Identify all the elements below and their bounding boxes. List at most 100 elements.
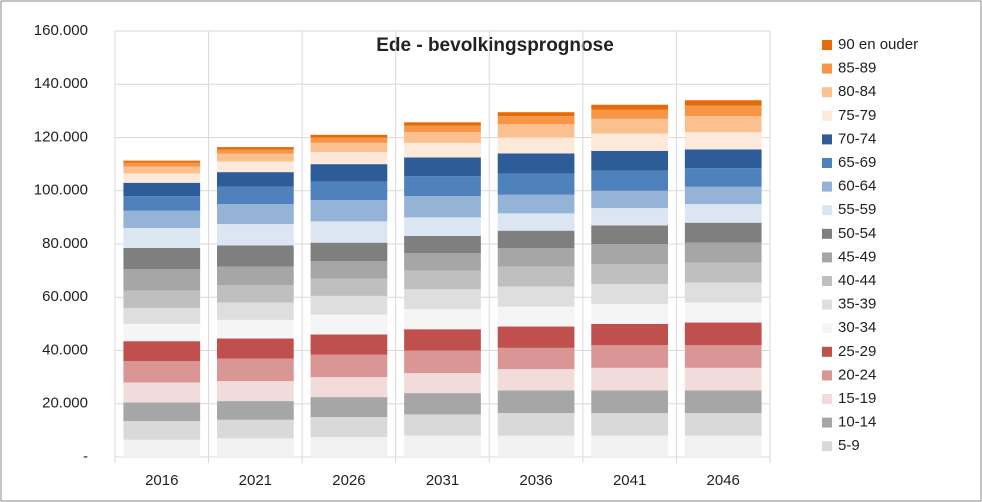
bar-segment <box>684 204 762 223</box>
bar-segment <box>310 142 388 153</box>
legend-label: 60-64 <box>838 178 876 195</box>
bar-segment <box>684 413 762 436</box>
bar-segment <box>684 302 762 323</box>
x-tick-label: 2021 <box>239 472 272 489</box>
legend-swatch <box>822 394 832 404</box>
bar-segment <box>591 323 669 346</box>
bar-segment <box>310 417 388 438</box>
legend-label: 55-59 <box>838 201 876 218</box>
y-tick-label: 20.000 <box>42 395 88 412</box>
bar-segment <box>591 150 669 171</box>
bar-segment <box>123 341 201 362</box>
bar-segment <box>684 222 762 243</box>
bar-segment <box>216 302 294 320</box>
bar-segment <box>591 435 669 457</box>
bar-segment <box>216 358 294 382</box>
bar-segment <box>404 125 481 133</box>
y-tick-label: 160.000 <box>34 22 88 39</box>
y-tick-label: 40.000 <box>42 341 88 358</box>
legend-label: 90 en ouder <box>838 36 918 53</box>
bar-segment <box>684 132 762 150</box>
bar-segment <box>216 186 294 205</box>
bar-segment <box>123 290 201 308</box>
legend-swatch <box>822 417 832 428</box>
bar-segment <box>123 402 201 422</box>
bar-segment <box>216 438 294 457</box>
bar-segment <box>591 225 669 244</box>
legend-swatch <box>822 370 832 381</box>
bar-segment <box>123 166 201 174</box>
legend-label: 5-9 <box>838 437 860 454</box>
legend-label: 70-74 <box>838 130 876 147</box>
bar-segment <box>497 306 575 327</box>
bar-segment <box>404 253 481 271</box>
bar-segment <box>684 186 762 205</box>
legend-swatch <box>822 346 832 357</box>
bar-segment <box>123 196 201 211</box>
bar-segment <box>216 149 294 154</box>
bar-segment <box>216 147 294 150</box>
bar-segment <box>123 323 201 342</box>
bar-segment <box>404 393 481 415</box>
legend-label: 85-89 <box>838 60 876 77</box>
bar-segment <box>216 401 294 420</box>
y-tick-label: - <box>83 448 88 465</box>
bar-segment <box>497 153 575 174</box>
bar-segment <box>123 439 201 457</box>
bar-segment <box>404 309 481 330</box>
legend-label: 20-24 <box>838 366 876 383</box>
x-tick-label: 2016 <box>145 472 178 489</box>
bar-segment <box>591 413 669 436</box>
y-tick-label: 100.000 <box>34 182 88 199</box>
legend-swatch <box>822 158 832 168</box>
bar-segment <box>216 381 294 402</box>
bar-segment <box>684 100 762 106</box>
bar-segment <box>310 354 388 378</box>
x-tick-label: 2036 <box>519 472 552 489</box>
bar-segment <box>216 172 294 187</box>
bar-segment <box>591 190 669 209</box>
bar-segment <box>310 397 388 418</box>
bar-segment <box>310 134 388 138</box>
bar-segment <box>310 164 388 182</box>
legend-swatch <box>822 323 832 334</box>
bar-segment <box>404 142 481 158</box>
bar-segment <box>404 270 481 290</box>
bar-segment <box>684 345 762 368</box>
bar-segment <box>404 236 481 254</box>
bar-segment <box>310 200 388 222</box>
y-tick-label: 60.000 <box>42 288 88 305</box>
bar-segment <box>216 419 294 439</box>
legend-swatch <box>822 87 832 98</box>
bar-segment <box>216 266 294 286</box>
bar-segment <box>310 261 388 279</box>
bar-segment <box>310 152 388 165</box>
bar-segment <box>310 242 388 262</box>
bar-segment <box>684 168 762 187</box>
bar-segment <box>591 170 669 191</box>
legend-label: 25-29 <box>838 343 876 360</box>
bar-segment <box>310 278 388 296</box>
bar-segment <box>404 289 481 310</box>
legend-label: 40-44 <box>838 272 876 289</box>
legend-swatch <box>822 228 832 239</box>
x-tick-label: 2026 <box>332 472 365 489</box>
bar-segment <box>497 137 575 154</box>
legend-label: 15-19 <box>838 390 876 407</box>
bar-segment <box>684 367 762 391</box>
legend-label: 80-84 <box>838 83 876 100</box>
bar-segment <box>497 116 575 125</box>
bar-segment <box>123 182 201 197</box>
bar-segment <box>591 118 669 134</box>
bar-segment <box>591 104 669 110</box>
bar-segment <box>310 377 388 398</box>
bar-segment <box>123 228 201 248</box>
bar-segment <box>216 285 294 303</box>
legend-swatch <box>822 299 832 310</box>
bar-segment <box>310 437 388 457</box>
bar-segment <box>216 153 294 162</box>
bar-segment <box>404 157 481 177</box>
bar-segment <box>591 109 669 119</box>
chart-title: Ede - bevolkingsprognose <box>376 35 614 56</box>
